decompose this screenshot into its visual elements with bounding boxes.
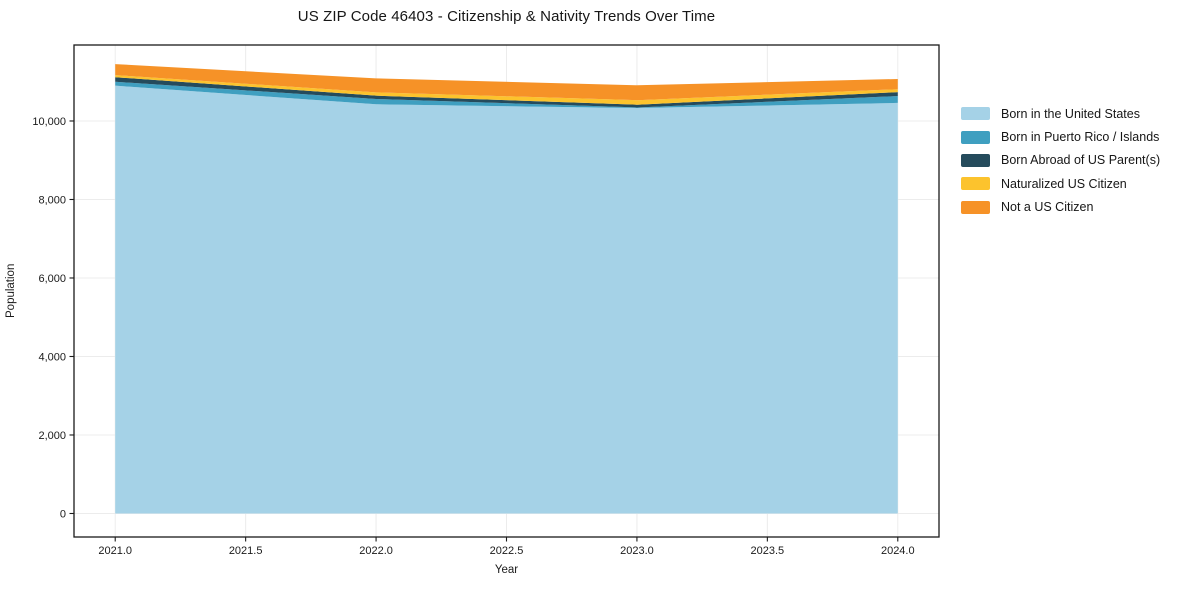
legend-item: Born Abroad of US Parent(s)	[961, 149, 1160, 172]
legend-item: Not a US Citizen	[961, 196, 1160, 219]
legend-item: Naturalized US Citizen	[961, 172, 1160, 195]
legend-item: Born in the United States	[961, 102, 1160, 125]
x-tick-label: 2023.5	[751, 545, 785, 557]
legend-label: Born in the United States	[1001, 106, 1140, 121]
y-tick-label: 2,000	[38, 430, 66, 442]
x-tick-label: 2022.5	[490, 545, 524, 557]
legend-label: Naturalized US Citizen	[1001, 176, 1127, 191]
legend-swatch	[961, 130, 990, 144]
legend-swatch	[961, 153, 990, 167]
x-tick-label: 2021.0	[98, 545, 132, 557]
x-tick-label: 2021.5	[229, 545, 263, 557]
x-axis-label: Year	[494, 564, 519, 576]
legend-label: Born Abroad of US Parent(s)	[1001, 153, 1161, 168]
x-tick-label: 2022.0	[359, 545, 393, 557]
x-tick-label: 2024.0	[881, 545, 915, 557]
x-tick-label: 2023.0	[620, 545, 654, 557]
legend: Born in the United States Born in Puerto …	[961, 102, 1160, 219]
legend-swatch	[961, 177, 990, 191]
y-tick-label: 6,000	[38, 273, 66, 285]
y-tick-label: 4,000	[38, 351, 66, 363]
y-tick-label: 10,000	[32, 116, 66, 128]
legend-label: Born in Puerto Rico / Islands	[1001, 130, 1160, 145]
legend-label: Not a US Citizen	[1001, 200, 1094, 215]
y-tick-label: 0	[60, 508, 66, 520]
chart-title: US ZIP Code 46403 - Citizenship & Nativi…	[297, 8, 716, 25]
y-axis-label: Population	[5, 263, 17, 319]
area-series-4	[115, 64, 898, 101]
legend-swatch	[961, 107, 990, 121]
area-series-3	[115, 75, 898, 105]
area-series-1	[115, 81, 898, 109]
area-series-0	[115, 85, 898, 514]
y-tick-label: 8,000	[38, 194, 66, 206]
legend-item: Born in Puerto Rico / Islands	[961, 125, 1160, 148]
legend-swatch	[961, 200, 990, 214]
area-series-2	[115, 77, 898, 108]
